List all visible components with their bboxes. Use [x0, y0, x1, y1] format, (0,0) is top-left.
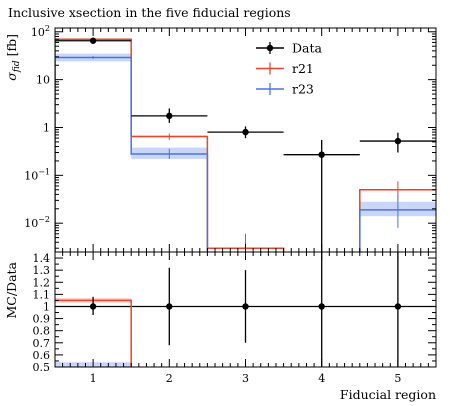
ratio-data-marker	[242, 303, 248, 309]
y-tick-label: 10−1	[24, 167, 50, 182]
ratio-y-tick-label: 0.7	[33, 337, 51, 350]
ratio-data-marker	[90, 303, 96, 309]
ratio-data-point	[166, 268, 172, 345]
data-marker	[242, 129, 248, 135]
ratio-y-axis-label: MC/Data	[4, 261, 19, 318]
ratio-data-point	[242, 270, 248, 343]
ratio-data-point	[319, 252, 325, 367]
y-tick-label: 10	[36, 74, 50, 87]
ratio-y-tick-label: 0.8	[33, 325, 51, 338]
legend-item-r23: r23	[256, 82, 314, 97]
data-marker	[90, 38, 96, 44]
x-tick-label: 5	[394, 372, 401, 385]
ratio-y-tick-label: 1	[43, 300, 50, 313]
ratio-y-tick-label: 1.1	[33, 288, 51, 301]
main-plot-frame	[55, 28, 436, 252]
ratio-y-tick-label: 0.5	[33, 361, 51, 374]
ratio-step-r21	[55, 300, 131, 406]
y-tick-label: 10−2	[24, 215, 50, 230]
data-marker	[395, 138, 401, 144]
ratio-y-tick-label: 0.6	[33, 349, 51, 362]
ratio-y-tick-label: 1.3	[33, 264, 51, 277]
ratio-data-point	[395, 252, 401, 367]
y-tick-label: 1	[43, 121, 50, 134]
legend-item-data: Data	[256, 41, 322, 56]
legend-marker	[267, 45, 273, 51]
legend-label: r23	[292, 82, 314, 97]
x-tick-label: 1	[90, 372, 97, 385]
legend: Data r21 r23	[256, 41, 322, 97]
data-marker	[319, 151, 325, 157]
legend-label: Data	[292, 41, 322, 56]
x-tick-label: 3	[242, 372, 249, 385]
ratio-data-marker	[395, 303, 401, 309]
x-tick-label: 2	[166, 372, 173, 385]
x-axis-label: Fiducial region	[340, 387, 436, 402]
data-marker	[166, 113, 172, 119]
x-tick-label: 4	[318, 372, 325, 385]
ratio-y-tick-label: 1.4	[33, 252, 51, 265]
data-point	[131, 108, 207, 122]
ratio-data-marker	[166, 303, 172, 309]
chart-title: Inclusive xsection in the five fiducial …	[8, 5, 291, 20]
data-point	[360, 133, 436, 153]
main-plot: 10−2 10−1 1 10 102 Data r21 r23	[24, 24, 436, 319]
ratio-y-tick-label: 0.9	[33, 313, 51, 326]
ratio-y-tick-label: 1.2	[33, 276, 51, 289]
y-axis-label: σfid [fb]	[4, 34, 22, 81]
y-tick-label: 102	[31, 24, 50, 39]
legend-label: r21	[292, 61, 314, 76]
legend-item-r21: r21	[256, 61, 314, 76]
data-point	[207, 126, 283, 138]
ratio-data-marker	[319, 303, 325, 309]
